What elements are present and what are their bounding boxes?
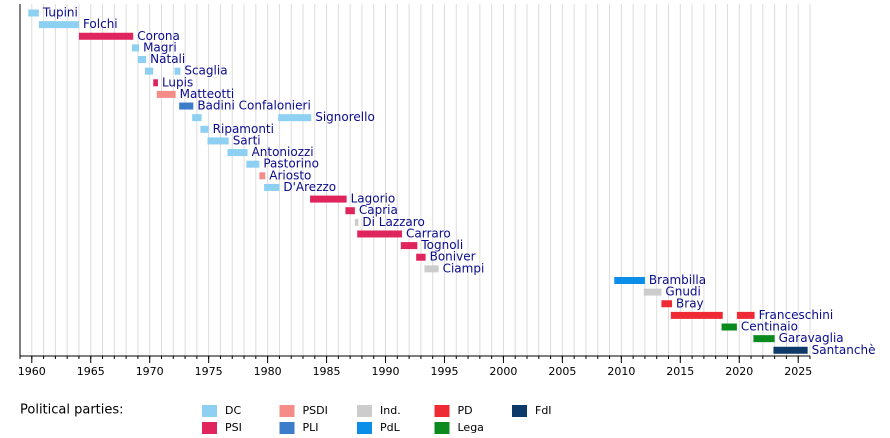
- term-bar: [156, 90, 176, 98]
- term-bar: [264, 183, 280, 191]
- x-tick-label: 2010: [607, 365, 635, 378]
- term-bar: [78, 32, 134, 40]
- term-bar: [137, 56, 147, 64]
- term-bar: [38, 21, 79, 29]
- x-tick-label: 1995: [430, 365, 458, 378]
- minister-label: Garavaglia: [779, 331, 844, 345]
- term-bar: [246, 160, 260, 168]
- term-bar: [200, 125, 209, 133]
- legend-swatch: [357, 422, 372, 434]
- x-tick-label: 1965: [77, 365, 105, 378]
- x-tick-label: 1985: [313, 365, 341, 378]
- x-tick-label: 2020: [725, 365, 753, 378]
- minister-label: Ariosto: [269, 168, 311, 182]
- legend-swatch: [279, 405, 295, 417]
- term-bar: [227, 149, 248, 157]
- term-bar: [179, 102, 194, 110]
- legend-swatch: [512, 405, 527, 417]
- term-bar: [278, 114, 312, 122]
- term-bar: [207, 137, 229, 145]
- x-tick-label: 2025: [784, 365, 812, 378]
- term-bar: [721, 323, 737, 331]
- minister-label: Sarti: [233, 133, 261, 147]
- legend-label: PD: [458, 404, 473, 417]
- minister-label: Brambilla: [649, 273, 706, 287]
- term-bar: [28, 9, 39, 17]
- legend-swatch: [202, 405, 217, 417]
- minister-label: Santanchè: [812, 343, 876, 357]
- minister-label: Signorello: [315, 110, 375, 124]
- term-bar: [310, 195, 347, 203]
- legend-title: Political parties:: [20, 403, 124, 418]
- term-bar: [153, 79, 158, 87]
- legend-label: Lega: [458, 421, 484, 434]
- term-bar: [132, 44, 140, 52]
- legend-label: Ind.: [380, 404, 401, 417]
- term-bar: [400, 242, 418, 250]
- x-tick-label: 2000: [489, 365, 517, 378]
- term-bar: [259, 172, 266, 180]
- minister-label: Capria: [359, 203, 398, 217]
- term-bar: [614, 276, 645, 284]
- x-tick-label: 1990: [372, 365, 400, 378]
- legend-label: DC: [225, 404, 241, 417]
- minister-label: Matteotti: [180, 87, 235, 101]
- x-tick-label: 1980: [254, 365, 282, 378]
- minister-label: Natali: [150, 52, 185, 66]
- minister-label: Lupis: [162, 75, 193, 89]
- minister-label: Badini Confalonieri: [197, 99, 310, 113]
- term-bar: [753, 335, 775, 343]
- legend-label: PSI: [225, 421, 242, 434]
- minister-label: Corona: [137, 29, 180, 43]
- term-bar: [345, 207, 355, 215]
- term-bar: [174, 67, 181, 75]
- term-bar: [192, 114, 202, 122]
- x-tick-label: 1970: [136, 365, 164, 378]
- minister-label: Pastorino: [263, 157, 319, 171]
- x-tick-label: 1960: [18, 365, 46, 378]
- x-tick-label: 1975: [195, 365, 223, 378]
- minister-label: Magri: [143, 40, 177, 54]
- minister-label: Lagorio: [351, 192, 396, 206]
- minister-label: Tupini: [42, 6, 78, 20]
- minister-label: Centinaio: [741, 320, 798, 334]
- term-bar: [643, 288, 662, 296]
- legend-swatch: [279, 422, 295, 434]
- minister-label: Boniver: [430, 250, 476, 264]
- term-bar: [661, 300, 673, 308]
- legend-label: PLI: [303, 421, 319, 434]
- legend-swatch: [434, 422, 450, 434]
- minister-label: Franceschini: [759, 308, 834, 322]
- minister-label: Folchi: [83, 17, 118, 31]
- minister-label: Scaglia: [184, 64, 227, 78]
- x-tick-label: 2015: [666, 365, 694, 378]
- term-bar: [416, 253, 426, 261]
- legend-swatch: [434, 405, 450, 417]
- legend-swatch: [357, 405, 372, 417]
- legend-label: FdI: [535, 404, 552, 417]
- legend-label: PSDI: [303, 404, 328, 417]
- legend-swatch: [202, 422, 217, 434]
- term-bar: [357, 230, 403, 238]
- minister-label: Carraro: [406, 226, 451, 240]
- x-tick-label: 2005: [548, 365, 576, 378]
- term-bar: [670, 311, 723, 319]
- minister-label: Tognoli: [420, 238, 463, 252]
- term-bar: [424, 265, 439, 273]
- term-bar: [354, 218, 359, 226]
- minister-label: Bray: [676, 296, 704, 310]
- minister-label: D'Arezzo: [283, 180, 336, 194]
- legend-label: PdL: [380, 421, 401, 434]
- minister-label: Gnudi: [665, 285, 700, 299]
- term-bar: [144, 67, 154, 75]
- minister-label: Ripamonti: [213, 122, 274, 136]
- minister-label: Di Lazzaro: [362, 215, 424, 229]
- term-bar: [736, 311, 755, 319]
- term-bar: [773, 346, 808, 354]
- minister-label: Ciampi: [443, 261, 485, 275]
- minister-label: Antoniozzi: [252, 145, 314, 159]
